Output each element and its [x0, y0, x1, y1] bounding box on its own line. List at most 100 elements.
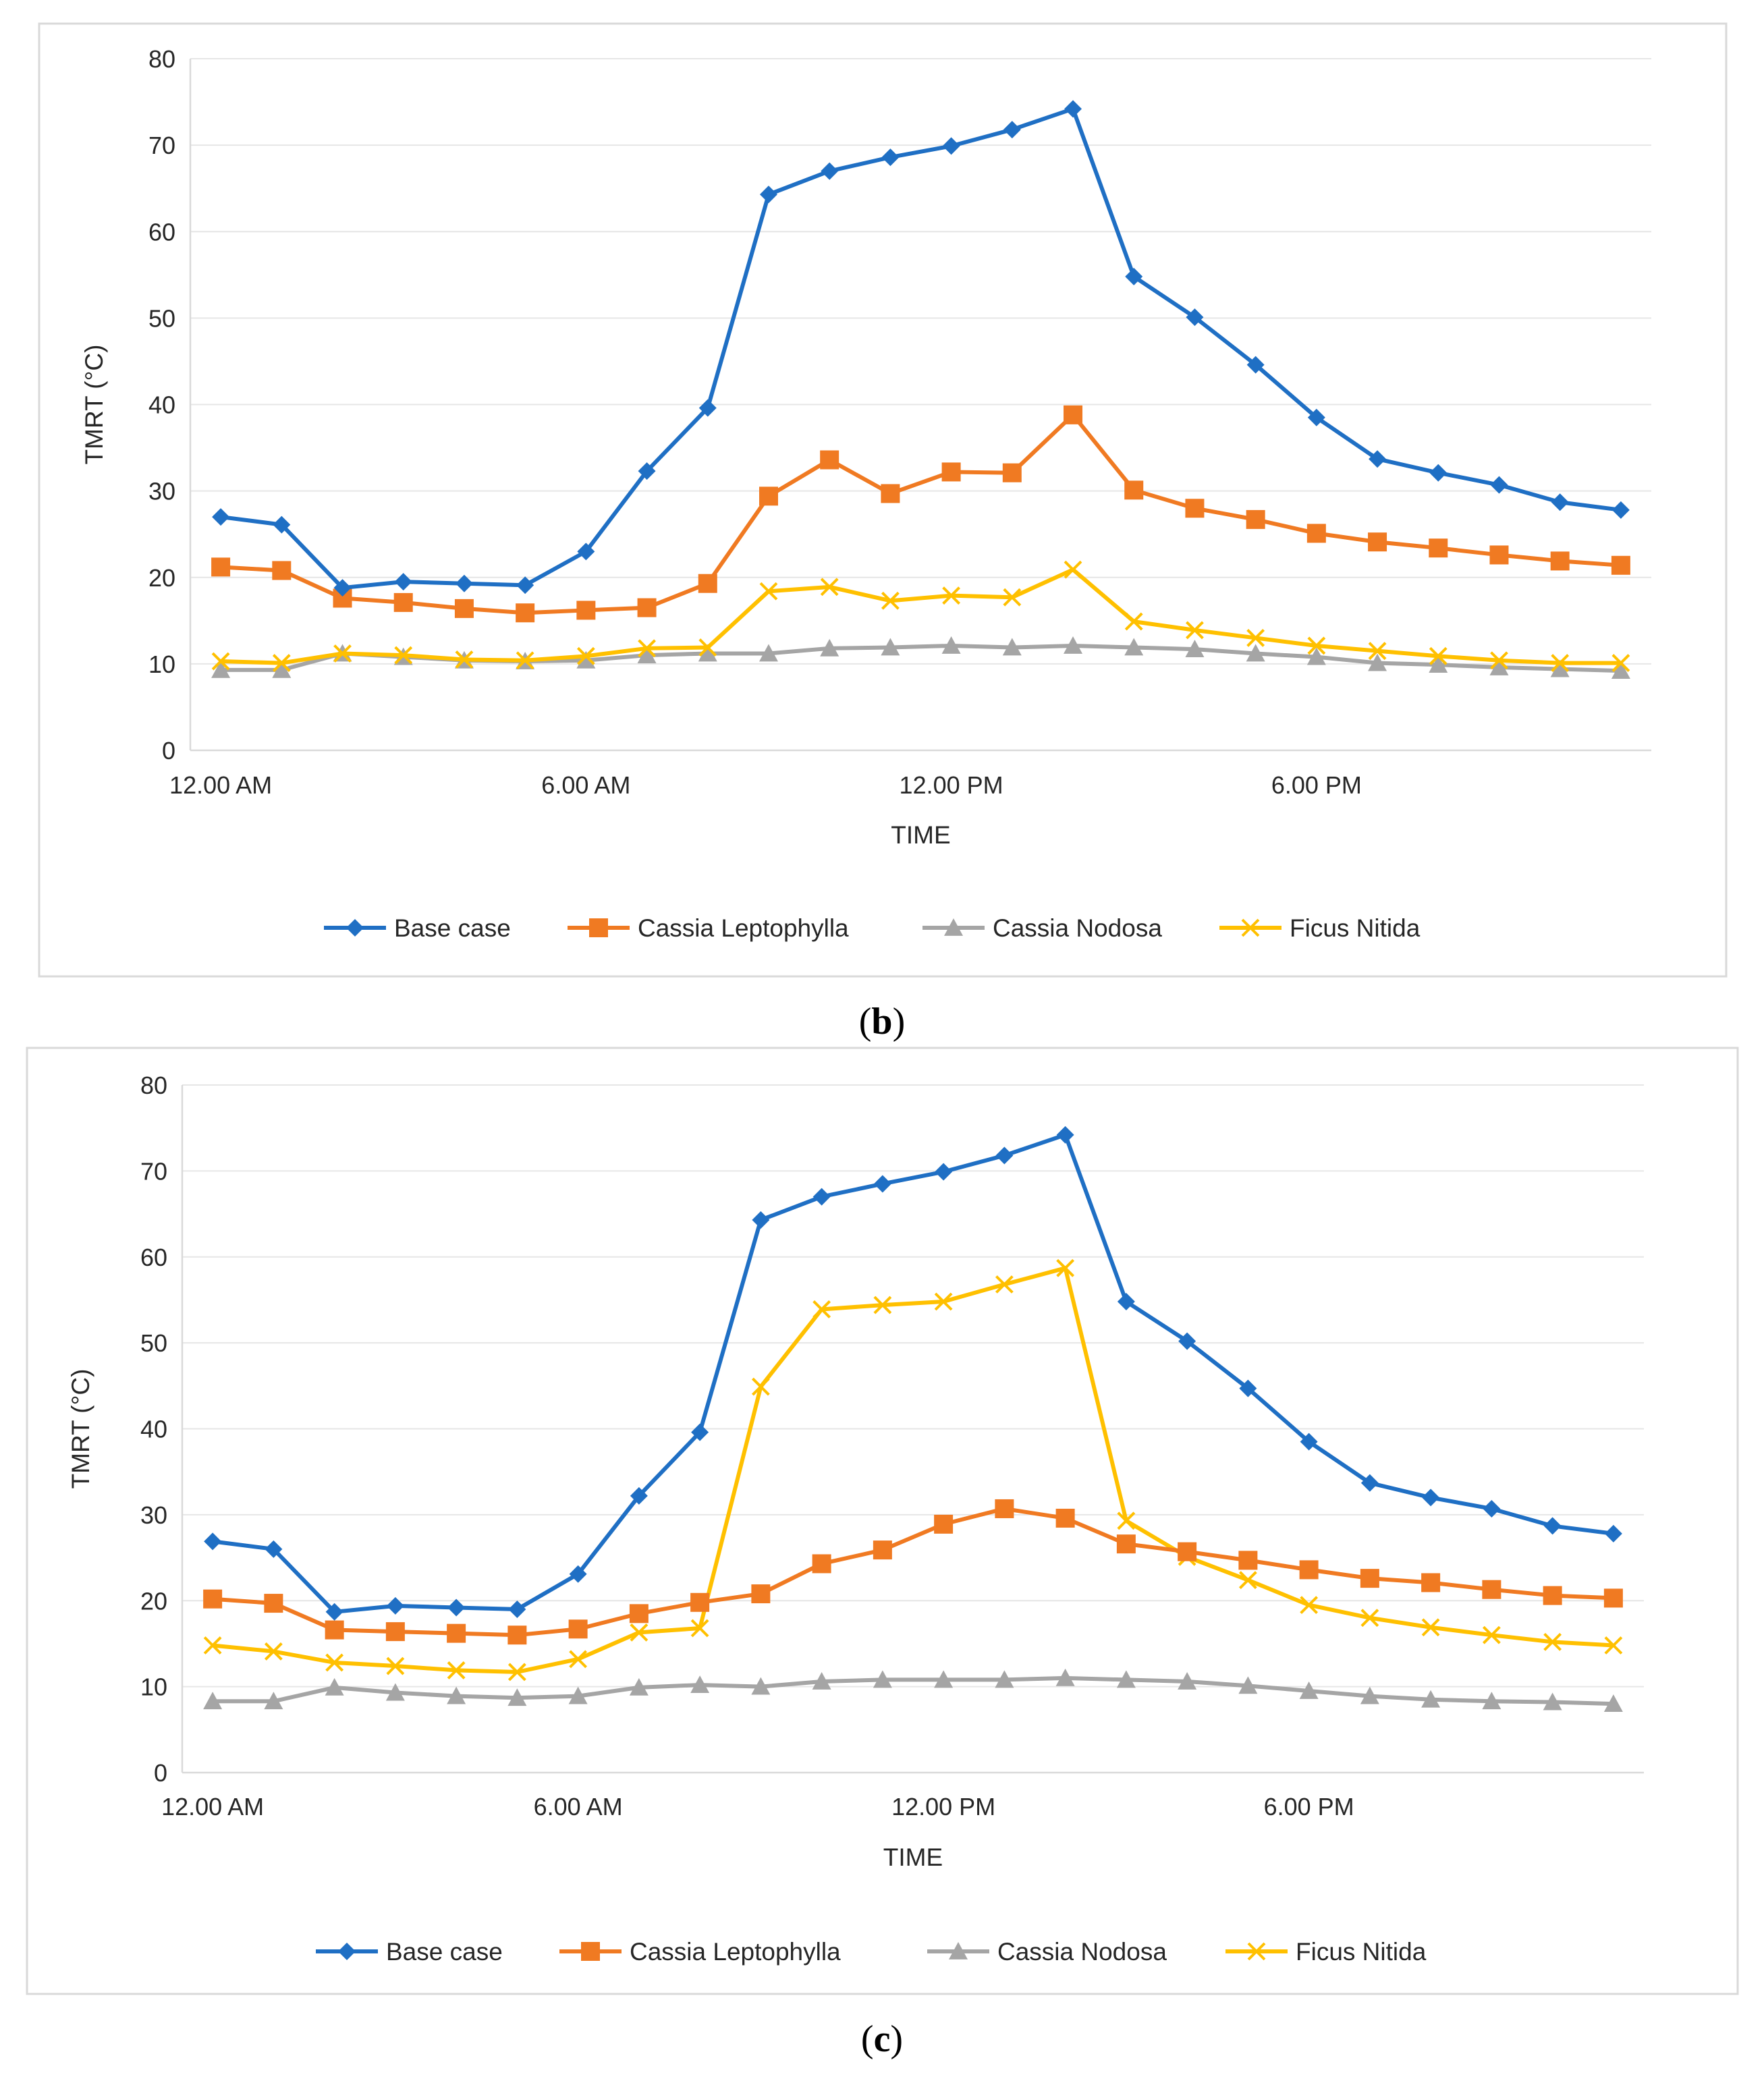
data-point-base-case	[577, 543, 595, 561]
legend-label: Cassia Nodosa	[997, 1938, 1167, 1966]
data-point-ficus-nitida	[751, 1377, 770, 1396]
data-point-base-case	[273, 516, 291, 534]
x-tick-label: 6.00 PM	[1264, 1793, 1354, 1820]
data-point-ficus-nitida	[630, 1623, 649, 1642]
data-point-cassia-nodosa	[264, 1692, 283, 1710]
legend-label: Base case	[394, 914, 511, 942]
data-point-ficus-nitida	[1307, 636, 1326, 655]
data-point-cassia-nodosa	[568, 1686, 588, 1704]
data-point-ficus-nitida	[203, 1636, 222, 1655]
data-point-ficus-nitida	[1124, 612, 1143, 631]
data-point-base-case	[394, 573, 412, 591]
data-point-ficus-nitida	[1360, 1609, 1379, 1628]
data-point-base-case	[1003, 121, 1021, 139]
data-point-cassia-leptophylla	[698, 574, 717, 593]
data-point-base-case	[691, 1423, 709, 1441]
data-point-cassia-leptophylla	[385, 1622, 405, 1642]
data-point-cassia-leptophylla	[820, 450, 839, 470]
data-point-cassia-leptophylla	[1543, 1586, 1562, 1605]
data-point-cassia-nodosa	[812, 1671, 831, 1690]
data-point-base-case	[333, 579, 352, 597]
data-point-cassia-nodosa	[1178, 1671, 1197, 1690]
data-point-cassia-nodosa	[203, 1692, 223, 1710]
data-point-ficus-nitida	[1117, 1511, 1136, 1530]
data-point-ficus-nitida	[1056, 1258, 1075, 1277]
y-tick-label: 30	[140, 1501, 167, 1529]
data-point-ficus-nitida	[211, 652, 230, 671]
data-point-base-case	[1064, 100, 1082, 118]
y-tick-label: 0	[162, 737, 175, 764]
data-point-cassia-leptophylla	[454, 599, 474, 618]
data-point-cassia-leptophylla	[447, 1623, 466, 1643]
data-point-ficus-nitida	[272, 654, 291, 673]
data-point-ficus-nitida	[576, 646, 595, 665]
data-point-cassia-leptophylla	[690, 1592, 710, 1612]
legend-item-cassia-leptophylla: Cassia Leptophylla	[559, 1938, 841, 1966]
data-point-cassia-nodosa	[1611, 661, 1630, 679]
data-point-ficus-nitida	[1064, 560, 1082, 579]
y-axis-title: TMRT (°C)	[67, 1369, 94, 1489]
data-point-ficus-nitida	[1490, 651, 1508, 670]
data-point-ficus-nitida	[1246, 629, 1265, 647]
data-point-cassia-nodosa	[1246, 644, 1265, 662]
data-point-cassia-nodosa	[1064, 636, 1083, 654]
data-point-ficus-nitida	[455, 650, 474, 669]
series-line-cassia-nodosa	[211, 1675, 1616, 1706]
caption-letter: b	[871, 1001, 892, 1042]
data-point-cassia-leptophylla	[881, 484, 900, 503]
data-point-ficus-nitida	[447, 1661, 466, 1679]
caption-close: )	[890, 2018, 903, 2060]
data-point-cassia-nodosa	[995, 1670, 1014, 1688]
data-point-cassia-leptophylla	[1429, 538, 1448, 558]
legend-label: Cassia Nodosa	[993, 914, 1162, 942]
data-point-cassia-nodosa	[1238, 1676, 1258, 1694]
data-point-cassia-leptophylla	[1185, 499, 1205, 518]
data-point-cassia-leptophylla	[1238, 1551, 1258, 1570]
data-point-base-case	[935, 1163, 953, 1181]
data-point-cassia-nodosa	[690, 1675, 710, 1693]
data-point-cassia-leptophylla	[995, 1499, 1014, 1518]
legend-marker	[1241, 918, 1260, 937]
data-point-ficus-nitida	[264, 1642, 283, 1661]
y-tick-label: 80	[148, 45, 175, 73]
data-point-cassia-nodosa	[325, 1677, 344, 1696]
legend-item-base-case: Base case	[316, 1938, 503, 1966]
data-point-base-case	[1186, 308, 1204, 327]
data-point-base-case	[1307, 408, 1325, 426]
series-line-base-case	[219, 107, 1623, 590]
data-point-cassia-leptophylla	[934, 1514, 954, 1534]
y-tick-label: 60	[140, 1244, 167, 1271]
data-point-cassia-leptophylla	[1550, 551, 1570, 571]
chart-frame-c	[26, 1047, 1739, 1995]
panel-caption-c: (c)	[861, 2018, 903, 2060]
legend-item-cassia-nodosa: Cassia Nodosa	[927, 1938, 1167, 1966]
data-point-base-case	[212, 508, 230, 526]
data-point-cassia-leptophylla	[812, 1554, 831, 1574]
data-point-cassia-nodosa	[1299, 1681, 1319, 1699]
data-point-ficus-nitida	[1604, 1636, 1623, 1655]
data-point-base-case	[1360, 1474, 1379, 1492]
data-point-ficus-nitida	[1186, 621, 1204, 640]
data-point-ficus-nitida	[638, 639, 656, 658]
data-point-cassia-leptophylla	[325, 1620, 344, 1640]
data-point-cassia-leptophylla	[629, 1604, 649, 1623]
legend-marker	[338, 1943, 356, 1960]
data-point-ficus-nitida	[394, 646, 413, 665]
data-point-base-case	[1422, 1489, 1440, 1507]
data-point-cassia-nodosa	[1421, 1690, 1441, 1708]
data-point-ficus-nitida	[873, 1296, 892, 1314]
series-ficus-nitida	[203, 1258, 1623, 1681]
series-cassia-nodosa	[203, 1668, 1623, 1712]
data-point-ficus-nitida	[698, 638, 717, 657]
data-point-base-case	[1604, 1524, 1622, 1542]
series-line-ficus-nitida	[211, 1266, 1616, 1674]
data-point-cassia-leptophylla	[1611, 555, 1630, 575]
data-point-base-case	[508, 1600, 526, 1618]
data-point-cassia-nodosa	[1055, 1668, 1075, 1686]
data-point-ficus-nitida	[1543, 1632, 1562, 1651]
data-point-cassia-nodosa	[385, 1683, 405, 1701]
data-point-cassia-leptophylla	[1421, 1573, 1441, 1592]
data-point-ficus-nitida	[325, 1653, 344, 1672]
data-point-base-case	[1125, 267, 1143, 285]
data-point-ficus-nitida	[690, 1619, 709, 1638]
